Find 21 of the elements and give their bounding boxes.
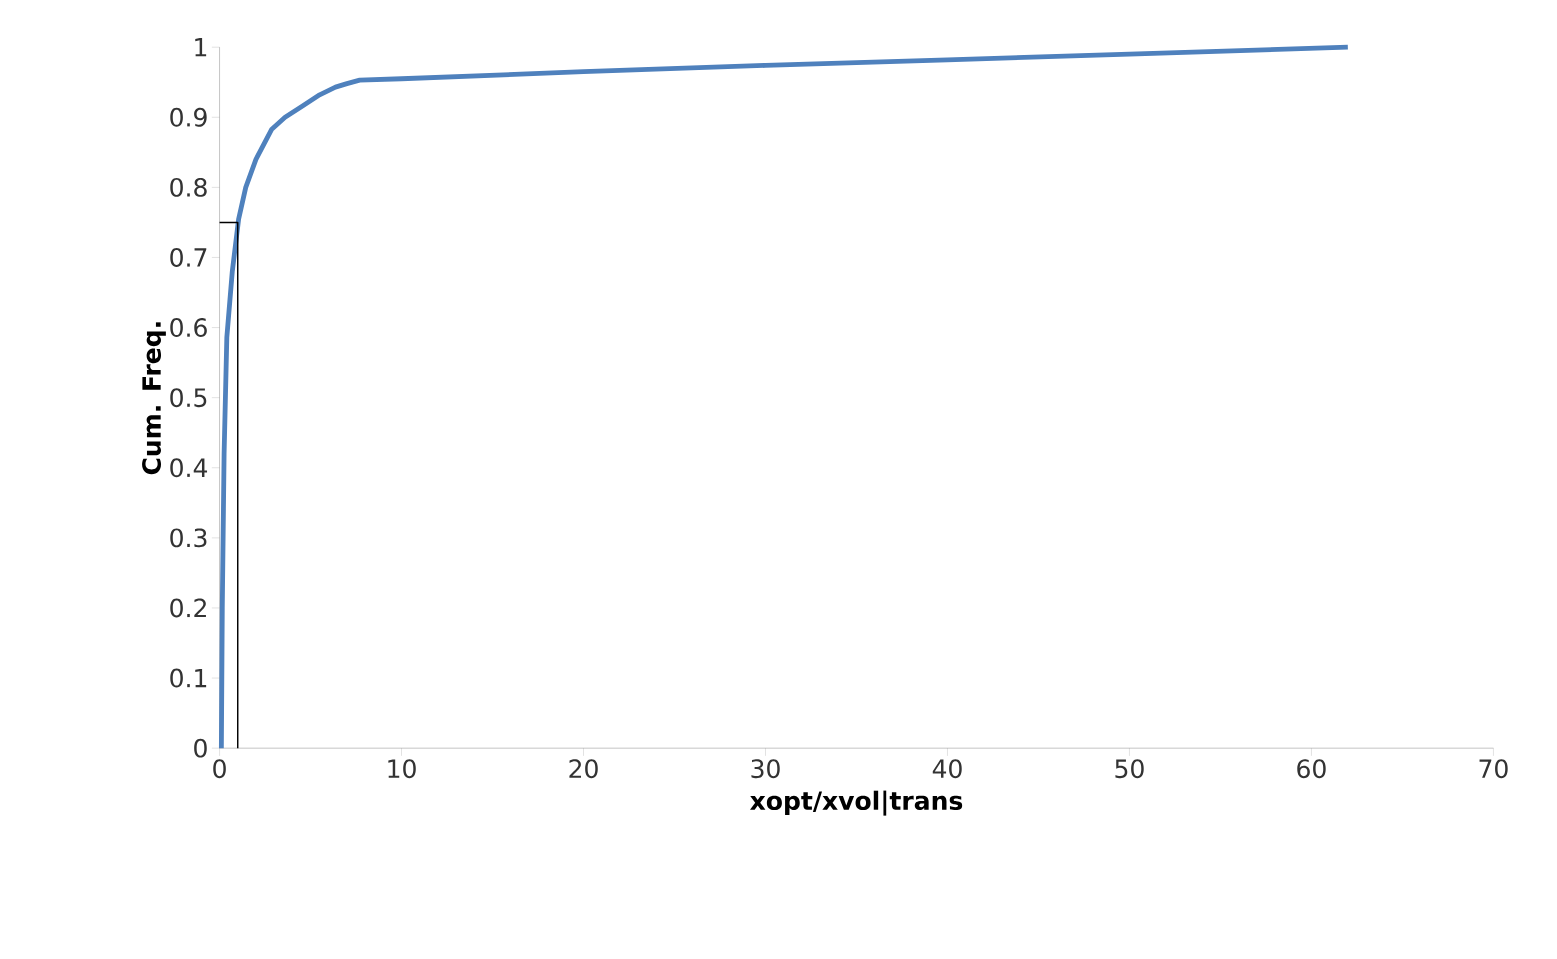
y-tick-label: 0.9 [170, 107, 207, 127]
y-tick-label: 0.6 [170, 318, 207, 338]
x-tick-label: 70 [1479, 759, 1508, 779]
x-tick-label: 20 [569, 759, 598, 779]
y-tick-label: 0.1 [170, 668, 207, 688]
x-axis-title: xopt/xvol|trans [750, 790, 963, 816]
y-tick-label: 0.4 [170, 458, 208, 478]
x-tick-label: 40 [932, 759, 962, 779]
x-tick-label: 30 [751, 759, 780, 779]
x-tick-label: 60 [1297, 759, 1326, 779]
y-tick-label: 0.2 [170, 598, 206, 618]
x-tick-label: 50 [1115, 759, 1144, 779]
x-tick-label: 10 [388, 759, 416, 779]
x-tick-label: 0 [213, 759, 226, 779]
y-tick-label: 1 [195, 38, 207, 57]
y-tick-label: 0.3 [170, 528, 207, 548]
y-tick-label: 0.8 [170, 177, 207, 197]
y-axis-title: Cum. Freq. [142, 322, 166, 475]
y-tick-label: 0 [194, 738, 207, 758]
y-tick-label: 0.7 [170, 247, 207, 267]
y-tick-label: 0.5 [170, 388, 207, 408]
